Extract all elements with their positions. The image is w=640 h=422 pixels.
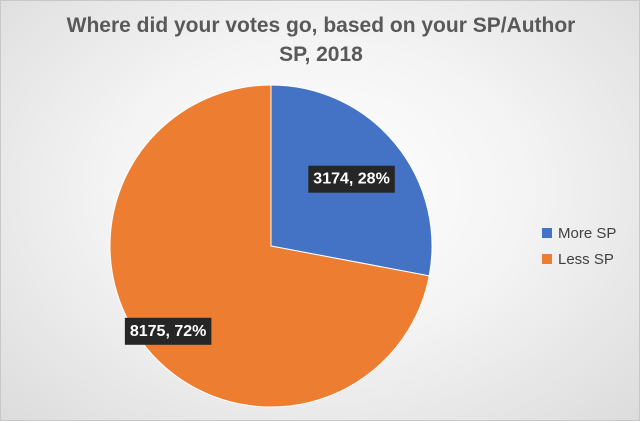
data-label-more-sp: 3174, 28% — [308, 165, 395, 193]
chart-title-line-2: SP, 2018 — [279, 43, 363, 66]
chart-title-line-1: Where did your votes go, based on your S… — [66, 14, 576, 37]
legend-label-less-sp: Less SP — [558, 250, 614, 268]
data-label-less-sp: 8175, 72% — [124, 317, 212, 345]
legend-swatch-more-sp — [542, 228, 552, 238]
legend-label-more-sp: More SP — [558, 224, 617, 242]
legend: More SP Less SP — [542, 222, 616, 274]
legend-item-more-sp: More SP — [542, 222, 616, 244]
data-label-text: 8175, 72% — [130, 323, 207, 340]
data-label-text: 3174, 28% — [313, 171, 390, 188]
legend-item-less-sp: Less SP — [542, 248, 616, 270]
legend-swatch-less-sp — [542, 254, 552, 264]
data-label-box — [124, 317, 212, 345]
chart-title: Where did your votes go, based on your S… — [41, 11, 601, 69]
data-label-box — [308, 165, 395, 193]
